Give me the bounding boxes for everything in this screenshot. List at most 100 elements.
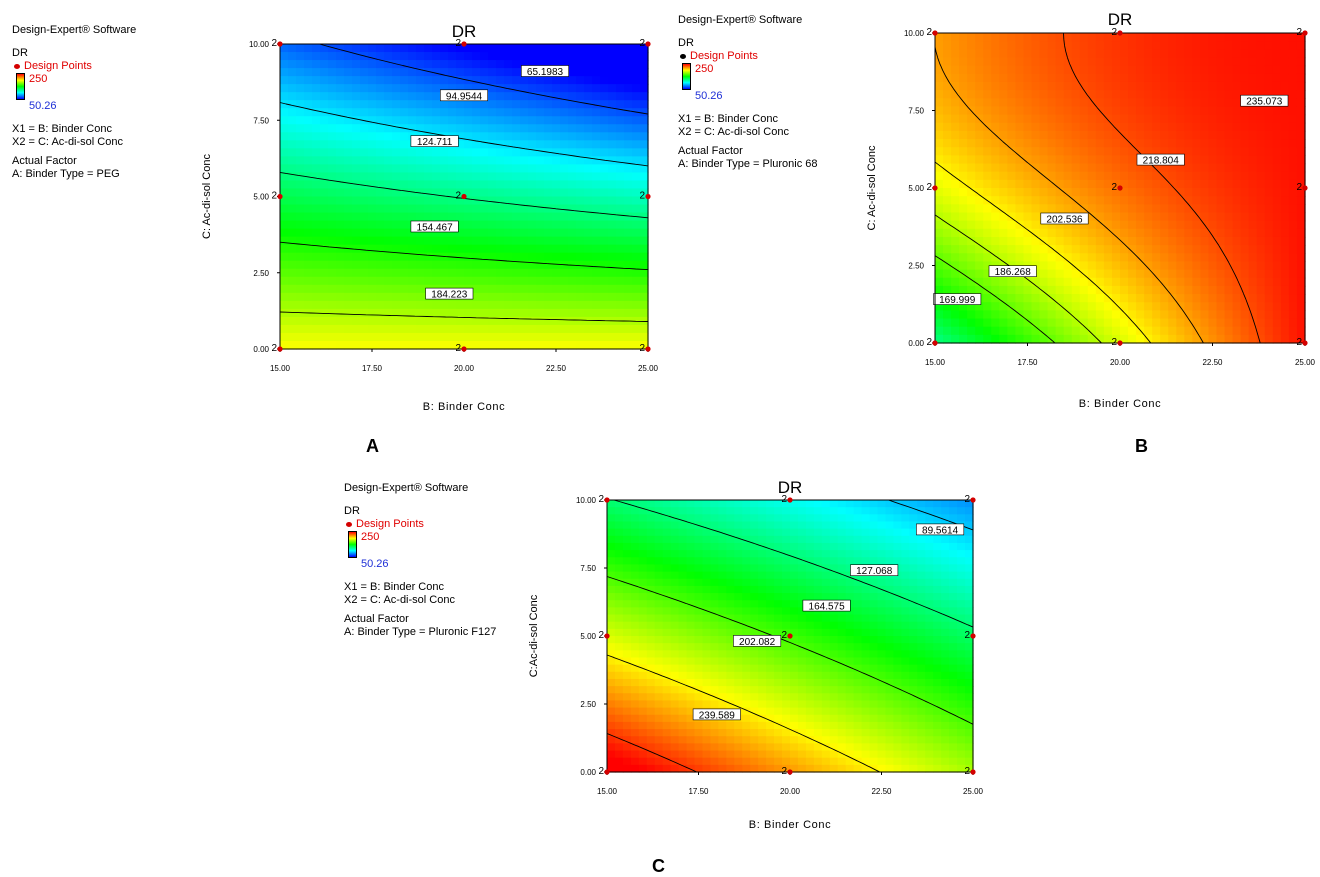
heatmap-cell xyxy=(1160,41,1169,50)
heatmap-cell xyxy=(616,332,625,342)
heatmap-cell xyxy=(576,108,585,117)
heatmap-cell xyxy=(544,228,553,238)
heatmap-cell xyxy=(600,236,609,246)
heatmap-cell xyxy=(624,156,633,165)
heatmap-cell xyxy=(312,132,321,141)
heatmap-cell xyxy=(614,600,624,608)
heatmap-cell xyxy=(1063,269,1073,279)
heatmap-cell xyxy=(734,628,743,637)
heatmap-cell xyxy=(662,550,672,558)
heatmap-cell xyxy=(296,156,305,165)
heatmap-cell xyxy=(790,714,799,723)
design-point xyxy=(1117,340,1123,346)
heatmap-cell xyxy=(352,76,361,85)
heatmap-cell xyxy=(1184,65,1193,75)
heatmap-cell xyxy=(408,84,417,93)
heatmap-cell xyxy=(344,220,353,230)
heatmap-cell xyxy=(877,628,887,637)
heatmap-cell xyxy=(536,244,545,254)
heatmap-cell xyxy=(935,81,944,91)
heatmap-cell xyxy=(1031,147,1041,156)
heatmap-cell xyxy=(766,643,775,651)
heatmap-cell xyxy=(1232,90,1242,99)
heatmap-cell xyxy=(662,500,672,508)
heatmap-cell xyxy=(790,743,799,752)
heatmap-cell xyxy=(774,542,783,551)
heatmap-cell xyxy=(1120,98,1129,108)
heatmap-cell xyxy=(943,204,952,214)
heatmap-cell xyxy=(456,220,465,230)
heatmap-cell xyxy=(622,714,632,723)
heatmap-cell xyxy=(1288,65,1298,75)
heatmap-cell xyxy=(1031,90,1041,99)
heatmap-cell xyxy=(702,557,712,566)
heatmap-cell xyxy=(1047,245,1057,254)
heatmap-cell xyxy=(975,81,984,91)
heatmap-cell xyxy=(584,220,593,230)
heatmap-cell xyxy=(742,650,751,659)
contour-label-box xyxy=(988,265,1037,278)
heatmap-cell xyxy=(512,76,521,85)
heatmap-cell xyxy=(544,268,553,278)
heatmap-cell xyxy=(1087,139,1097,148)
heatmap-cell xyxy=(1184,179,1193,189)
heatmap-cell xyxy=(1216,33,1226,42)
heatmap-cell xyxy=(1111,33,1121,42)
heatmap-cell xyxy=(999,310,1008,320)
heatmap-cell xyxy=(1071,294,1081,303)
heatmap-cell xyxy=(312,300,321,310)
heatmap-cell xyxy=(646,750,656,759)
heatmap-cell xyxy=(472,308,481,318)
heatmap-cell xyxy=(1168,106,1177,116)
heatmap-cell xyxy=(813,729,823,737)
heatmap-cell xyxy=(951,179,960,189)
heatmap-cell xyxy=(456,268,465,278)
heatmap-cell xyxy=(622,657,632,666)
heatmap-cell xyxy=(758,729,767,737)
heatmap-cell xyxy=(638,693,648,702)
heatmap-cell xyxy=(632,220,641,230)
heatmap-cell xyxy=(536,212,545,222)
heatmap-cell xyxy=(1120,81,1129,91)
heatmap-cell xyxy=(1216,261,1226,271)
heatmap-cell xyxy=(616,84,625,93)
heatmap-cell xyxy=(424,100,433,109)
heatmap-cell xyxy=(1296,81,1306,91)
heatmap-cell xyxy=(592,220,601,230)
heatmap-cell xyxy=(869,528,879,537)
heatmap-cell xyxy=(1079,326,1089,336)
heatmap-cell xyxy=(448,172,457,182)
heatmap-cell xyxy=(616,196,625,206)
heatmap-cell xyxy=(400,84,409,93)
heatmap-cell xyxy=(975,269,984,279)
heatmap-cell xyxy=(344,76,353,85)
heatmap-cell xyxy=(951,204,960,214)
heatmap-cell xyxy=(1240,253,1250,263)
heatmap-cell xyxy=(829,621,839,630)
heatmap-cell xyxy=(1160,236,1169,246)
heatmap-cell xyxy=(336,300,345,310)
heatmap-cell xyxy=(544,252,553,262)
heatmap-cell xyxy=(1039,49,1049,59)
heatmap-cell xyxy=(1120,33,1129,42)
heatmap-cell xyxy=(360,108,369,117)
heatmap-cell xyxy=(632,132,641,141)
heatmap-cell xyxy=(959,90,968,99)
heatmap-cell xyxy=(416,204,425,214)
heatmap-cell xyxy=(288,260,297,270)
heatmap-cell xyxy=(584,84,593,93)
heatmap-cell xyxy=(456,68,465,77)
heatmap-cell xyxy=(1120,122,1129,132)
heatmap-cell xyxy=(630,714,640,723)
heatmap-cell xyxy=(1015,122,1025,132)
heatmap-cell xyxy=(1128,326,1137,336)
heatmap-cell xyxy=(552,332,561,342)
design-point xyxy=(461,346,467,352)
heatmap-cell xyxy=(568,156,577,165)
heatmap-cell xyxy=(576,228,585,238)
heatmap-cell xyxy=(464,140,473,149)
heatmap-cell xyxy=(624,252,633,262)
heatmap-cell xyxy=(1128,310,1137,320)
heatmap-cell xyxy=(360,148,369,157)
heatmap-cell xyxy=(869,557,879,566)
